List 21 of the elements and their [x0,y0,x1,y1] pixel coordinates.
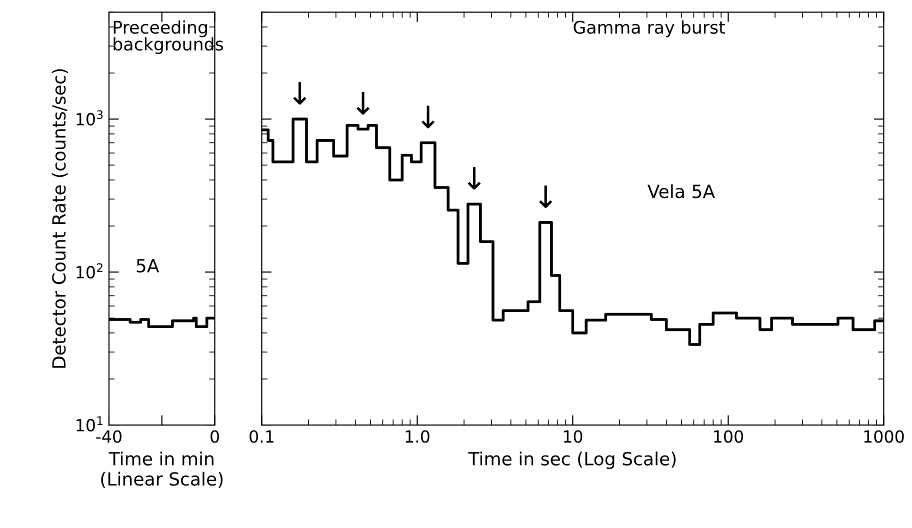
y-tick-label: 10$^{1}$ [76,416,102,432]
text: 5A [136,259,160,273]
x-tick-label: 0 [210,430,219,443]
x-tick-label: -40 [96,430,122,443]
x-tick-label: 0.1 [250,430,274,443]
y-axis-title: Detector Count Rate (counts/sec) [52,69,68,368]
x-axis-title: Time in min (Linear Scale) [101,452,223,488]
annotation: ↓ [356,92,370,115]
annotation: ↓ [293,82,306,104]
y-tick-label: 10$^{3}$ [76,110,103,126]
x-tick-label: 100 [714,430,744,443]
text: Vela 5A [648,184,715,198]
chart-title: Gamma ray burst [574,20,725,38]
x-tick-label: 1000 [864,430,904,443]
x-axis-title: Time in sec (Log Scale) [468,452,676,470]
annotation: ↓ [468,167,481,190]
annotation: ↓ [539,185,552,208]
annotation: ↓ [422,106,435,128]
x-tick-label: 1.0 [406,430,430,443]
y-tick-label: 10$^{2}$ [76,263,102,278]
x-tick-label: 10 [564,430,582,443]
